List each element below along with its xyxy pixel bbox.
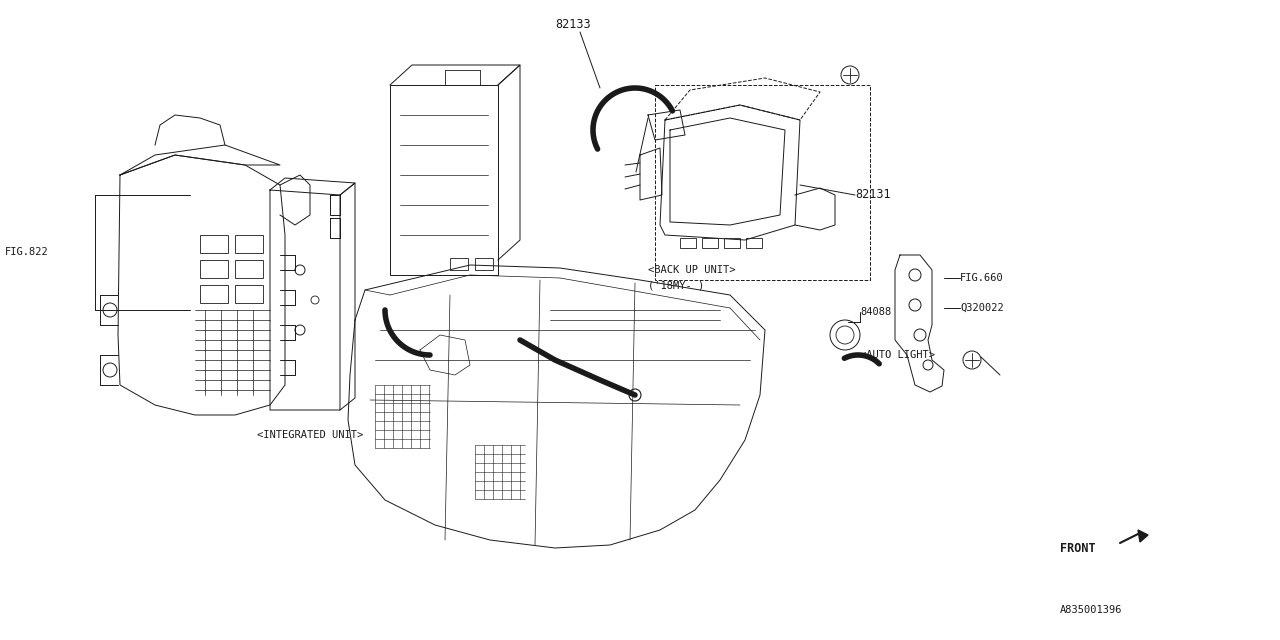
Text: <INTEGRATED UNIT>: <INTEGRATED UNIT> [257, 430, 364, 440]
Text: <BACK UP UNIT>: <BACK UP UNIT> [648, 265, 736, 275]
Bar [701, 238, 718, 248]
Text: FRONT: FRONT [1060, 541, 1096, 554]
Bar [390, 85, 498, 275]
Text: A835001396: A835001396 [1060, 605, 1123, 615]
Bar [236, 235, 262, 253]
Text: <AUTO LIGHT>: <AUTO LIGHT> [860, 350, 934, 360]
Text: 84088: 84088 [860, 307, 891, 317]
Bar [451, 258, 468, 270]
Text: 82133: 82133 [556, 19, 590, 31]
Text: ('18MY- ): ('18MY- ) [648, 280, 704, 290]
Bar [236, 285, 262, 303]
Bar [200, 285, 228, 303]
Bar [200, 260, 228, 278]
Polygon shape [1138, 530, 1148, 542]
Text: Q320022: Q320022 [960, 303, 1004, 313]
Bar [200, 235, 228, 253]
Text: FIG.822: FIG.822 [5, 247, 49, 257]
Bar [475, 258, 493, 270]
Text: 82131: 82131 [855, 189, 891, 202]
Bar [746, 238, 762, 248]
Bar [724, 238, 740, 248]
Text: FIG.660: FIG.660 [960, 273, 1004, 283]
Bar [680, 238, 696, 248]
Bar [655, 85, 870, 280]
Bar [236, 260, 262, 278]
